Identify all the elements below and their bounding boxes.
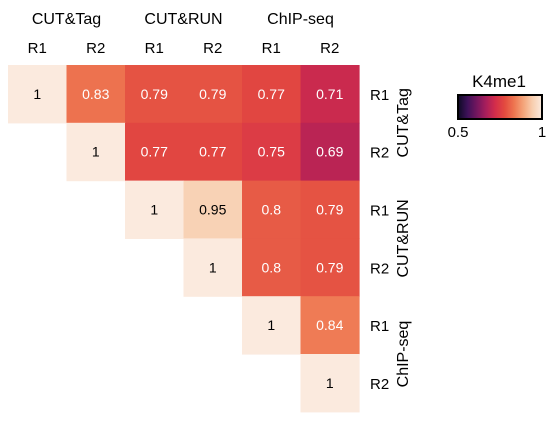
heatmap-cell <box>242 122 302 182</box>
heatmap-cell <box>300 354 360 413</box>
heatmap-cell <box>183 65 243 124</box>
legend-title: K4me1 <box>472 72 526 91</box>
column-group-label: ChIP-seq <box>267 11 334 28</box>
column-replicate-label: R2 <box>86 40 105 57</box>
row-replicate-label: R2 <box>370 145 389 162</box>
heatmap-cell <box>300 122 360 182</box>
cell-value-label: 0.77 <box>141 144 168 160</box>
heatmap-cell <box>183 238 243 297</box>
row-group-label: CUT&Tag <box>395 88 412 157</box>
heatmap-cell <box>300 180 360 239</box>
column-replicate-label: R2 <box>203 40 222 57</box>
heatmap-cell <box>242 180 302 239</box>
cell-value-label: 0.84 <box>316 317 343 333</box>
column-group-label: CUT&RUN <box>144 11 222 28</box>
row-replicate-label: R2 <box>370 260 389 277</box>
cell-value-label: 0.71 <box>316 86 343 102</box>
cell-value-label: 0.77 <box>199 144 226 160</box>
row-replicate-label: R2 <box>370 376 389 393</box>
cell-value-label: 1 <box>150 202 158 218</box>
heatmap-cell <box>66 65 126 124</box>
cell-value-label: 0.83 <box>82 86 109 102</box>
column-group-label: CUT&Tag <box>32 11 101 28</box>
cell-value-label: 0.79 <box>316 202 343 218</box>
heatmap-cell <box>66 122 126 182</box>
column-replicate-label: R1 <box>28 40 47 57</box>
cell-value-label: 1 <box>33 86 41 102</box>
heatmap-cell <box>242 65 302 124</box>
cell-value-label: 1 <box>209 259 217 275</box>
column-replicate-label: R1 <box>262 40 281 57</box>
heatmap-cell <box>8 65 68 124</box>
heatmap-cell <box>242 238 302 297</box>
cell-value-label: 0.69 <box>316 144 343 160</box>
legend-colorbar <box>457 94 543 120</box>
cell-value-label: 0.8 <box>262 259 282 275</box>
cell-value-label: 1 <box>267 317 275 333</box>
cell-value-label: 0.95 <box>199 202 226 218</box>
legend-min-label: 0.5 <box>448 124 469 141</box>
cell-value-label: 1 <box>326 375 334 391</box>
row-group-label: CUT&RUN <box>395 199 412 277</box>
cell-value-label: 0.79 <box>141 86 168 102</box>
cell-value-label: 0.77 <box>258 86 285 102</box>
column-replicate-label: R1 <box>145 40 164 57</box>
heatmap-cell <box>300 238 360 297</box>
row-replicate-label: R1 <box>370 87 389 104</box>
cell-value-label: 0.79 <box>316 259 343 275</box>
row-replicate-label: R1 <box>370 318 389 335</box>
cell-value-label: 0.79 <box>199 86 226 102</box>
heatmap-cell <box>125 180 185 239</box>
row-replicate-label: R1 <box>370 203 389 220</box>
cell-value-label: 0.8 <box>262 202 282 218</box>
heatmap-cell <box>125 122 185 182</box>
column-replicate-label: R2 <box>320 40 339 57</box>
heatmap-cell <box>300 65 360 124</box>
heatmap-cell <box>183 180 243 239</box>
cell-value-label: 0.75 <box>258 144 285 160</box>
legend-max-label: 1 <box>538 124 546 141</box>
heatmap-cell <box>183 122 243 182</box>
heatmap-cell <box>300 296 360 355</box>
row-group-label: ChIP-seq <box>395 321 412 388</box>
heatmap-cell <box>242 296 302 355</box>
heatmap-cell <box>125 65 185 124</box>
color-legend: K4me1 0.5 1 <box>448 72 547 141</box>
cell-value-label: 1 <box>92 144 100 160</box>
